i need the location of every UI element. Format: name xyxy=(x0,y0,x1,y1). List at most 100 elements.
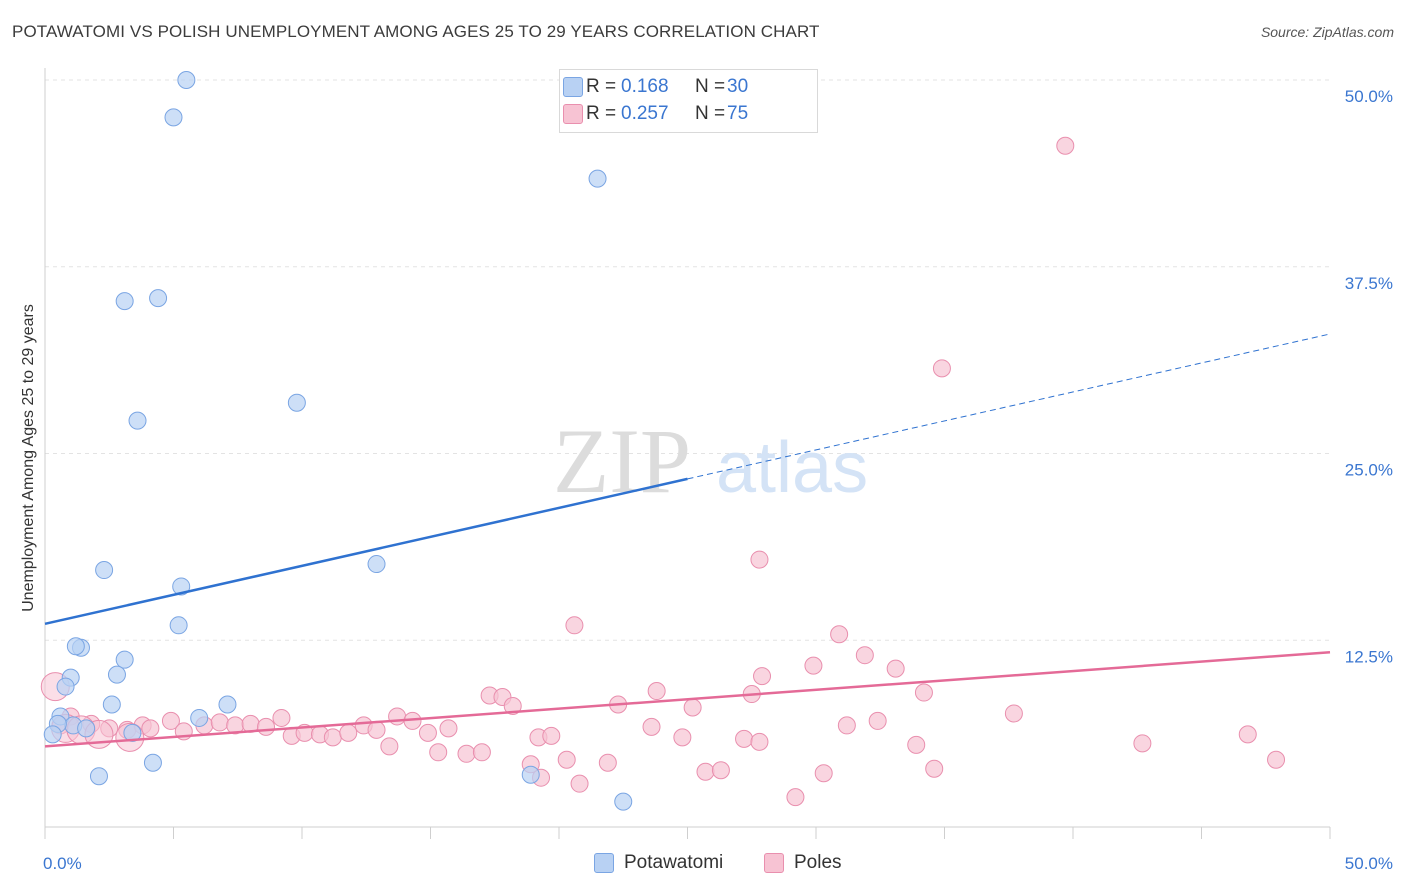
poles-trend-line xyxy=(44,650,1331,748)
potawatomi-point xyxy=(149,289,168,308)
poles-point xyxy=(830,625,849,644)
potawatomi-trend-line xyxy=(44,477,688,626)
potawatomi-point xyxy=(172,577,191,596)
potawatomi-point xyxy=(588,169,607,188)
poles-point xyxy=(557,750,576,769)
poles-point xyxy=(429,743,448,762)
potawatomi-point xyxy=(218,695,237,714)
potawatomi-point xyxy=(115,650,134,669)
poles-point xyxy=(696,762,715,781)
potawatomi-point xyxy=(367,555,386,574)
potawatomi-point xyxy=(77,719,96,738)
poles-point xyxy=(1133,734,1152,753)
x-tick-label: 50.0% xyxy=(1345,854,1393,873)
poles-point xyxy=(257,717,276,736)
n-value: 75 xyxy=(727,103,749,124)
potawatomi-swatch xyxy=(563,77,583,97)
poles-swatch xyxy=(563,104,583,124)
poles-point xyxy=(855,646,874,665)
r-value: 0.168 xyxy=(621,76,669,97)
poles-point xyxy=(753,667,772,686)
n-value: 30 xyxy=(727,76,749,97)
source-credit: Source: ZipAtlas.com xyxy=(1260,24,1394,40)
poles-point xyxy=(388,707,407,726)
poles-point xyxy=(786,788,805,807)
poles-point xyxy=(272,708,291,727)
watermark-zip: ZIP xyxy=(553,410,691,512)
watermark-atlas: atlas xyxy=(716,428,868,508)
potawatomi-point xyxy=(89,767,108,786)
r-label: R = xyxy=(586,103,617,124)
potawatomi-point xyxy=(66,637,85,656)
y-tick-label: 50.0% xyxy=(1345,87,1393,106)
poles-point xyxy=(210,713,229,732)
poles-point xyxy=(503,696,522,715)
y-tick-label: 25.0% xyxy=(1345,461,1393,480)
poles-point xyxy=(367,720,386,739)
potawatomi-point xyxy=(115,292,134,311)
potawatomi-point xyxy=(169,616,188,635)
potawatomi-point xyxy=(190,708,209,727)
x-tick-label: 0.0% xyxy=(43,854,82,873)
poles-point xyxy=(711,761,730,780)
poles-point xyxy=(542,726,561,745)
poles-point xyxy=(837,716,856,735)
potawatomi-point xyxy=(95,561,114,580)
n-label: N = xyxy=(695,103,726,124)
potawatomi-point xyxy=(177,71,196,89)
poles-point xyxy=(1267,750,1286,769)
poles-point xyxy=(886,659,905,678)
series-legend: Potawatomi Poles xyxy=(0,852,1406,878)
y-tick-label: 37.5% xyxy=(1345,274,1393,293)
poles-point xyxy=(323,728,342,747)
poles-point xyxy=(683,698,702,717)
poles-point xyxy=(1238,725,1257,744)
potawatomi-point xyxy=(287,393,306,412)
potawatomi-point xyxy=(43,725,62,744)
r-label: R = xyxy=(586,76,617,97)
poles-point xyxy=(1056,136,1075,155)
legend-item-potawatomi[interactable]: Potawatomi xyxy=(594,852,723,874)
r-value: 0.257 xyxy=(621,103,669,124)
chart-title: POTAWATOMI VS POLISH UNEMPLOYMENT AMONG … xyxy=(12,22,820,41)
n-label: N = xyxy=(695,76,726,97)
poles-point xyxy=(380,737,399,756)
poles-point xyxy=(804,656,823,675)
potawatomi-point xyxy=(128,411,147,430)
poles-point xyxy=(814,764,833,783)
poles-point xyxy=(418,723,437,742)
poles-point xyxy=(472,743,491,762)
poles-point xyxy=(868,711,887,730)
legend-label-poles: Poles xyxy=(794,852,842,873)
poles-point xyxy=(647,682,666,701)
poles-point xyxy=(141,719,160,738)
potawatomi-point xyxy=(107,665,126,684)
y-tick-label: 12.5% xyxy=(1345,647,1393,666)
poles-point xyxy=(565,616,584,635)
stats-legend: R = 0.168 N = 30 R = 0.257 N = 75 xyxy=(559,69,818,133)
poles-point xyxy=(598,753,617,772)
poles-point xyxy=(735,729,754,748)
potawatomi-point xyxy=(143,753,162,772)
potawatomi-point xyxy=(56,677,75,696)
stats-legend-row-poles: R = 0.257 N = 75 xyxy=(563,102,749,126)
poles-point xyxy=(750,732,769,751)
poles-point xyxy=(439,719,458,738)
potawatomi-point xyxy=(521,765,540,784)
potawatomi-trend-extension xyxy=(687,333,1331,480)
poles-point xyxy=(161,711,180,730)
poles-point xyxy=(907,735,926,754)
poles-point xyxy=(457,744,476,763)
poles-point xyxy=(914,683,933,702)
poles-point xyxy=(673,728,692,747)
potawatomi-legend-swatch xyxy=(594,853,614,873)
poles-point xyxy=(925,759,944,778)
poles-legend-swatch xyxy=(764,853,784,873)
poles-point xyxy=(570,774,589,793)
legend-item-poles[interactable]: Poles xyxy=(764,852,842,874)
legend-label-potawatomi: Potawatomi xyxy=(624,852,724,873)
poles-point xyxy=(642,717,661,736)
potawatomi-point xyxy=(102,695,121,714)
potawatomi-point xyxy=(614,792,633,811)
